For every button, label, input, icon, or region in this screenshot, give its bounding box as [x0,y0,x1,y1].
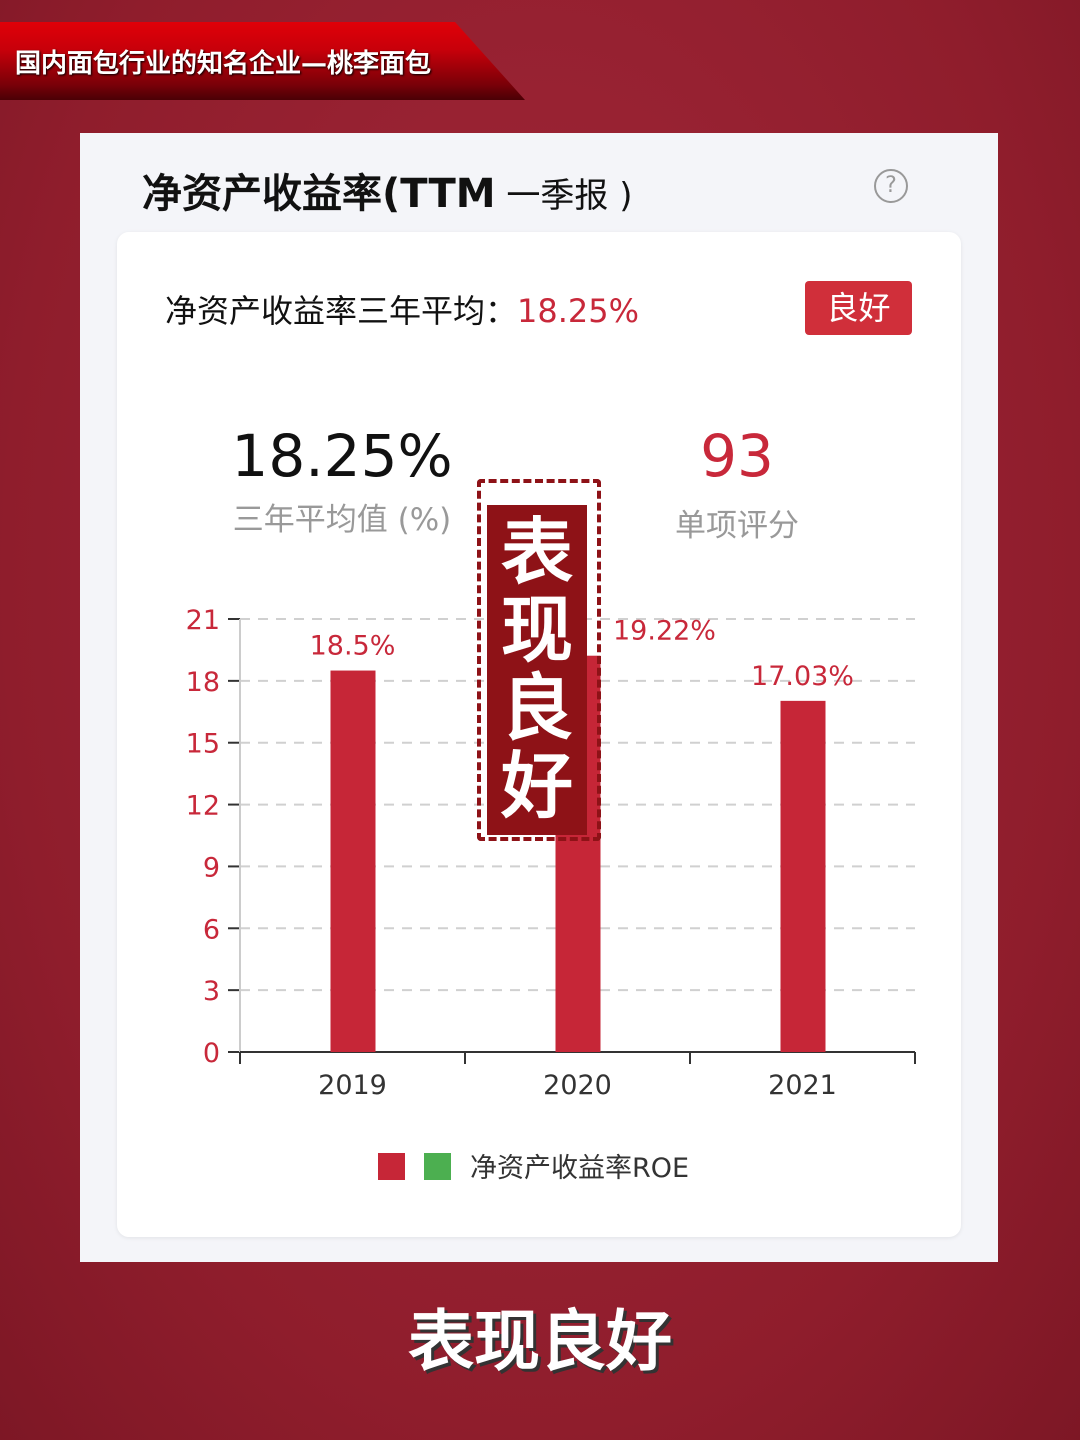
data-label: 17.03% [751,661,854,692]
banner: 国内面包行业的知名企业—桃李面包 [0,22,525,100]
y-tick-label: 6 [203,914,220,945]
y-tick-label: 18 [186,667,220,698]
y-tick-label: 15 [186,729,220,760]
title-main: 净资产收益率(TTM [142,171,496,217]
roe-panel: 净资产收益率(TTM 一季报 ) ? 净资产收益率三年平均：18.25% 良好 … [80,133,998,1262]
bar-2019 [330,670,376,1052]
y-tick-label: 12 [186,791,220,822]
panel-title: 净资产收益率(TTM 一季报 ) [142,161,632,219]
stamp-seal: 表现良好 [473,475,605,845]
banner-title: 国内面包行业的知名企业—桃李面包 [15,49,432,79]
data-label: 18.5% [310,631,396,662]
y-tick-label: 3 [203,976,220,1007]
avg-value: 18.25% [517,292,640,330]
x-tick-label: 2021 [768,1070,837,1101]
avg-value-label: 三年平均值 (%) [232,502,452,538]
bar-2021 [780,700,826,1052]
avg-label: 净资产收益率三年平均： [165,292,518,330]
stamp-border [477,479,601,841]
question-circle-icon[interactable]: ? [874,169,908,203]
y-tick-label: 21 [186,605,220,636]
x-tick-label: 2020 [543,1070,612,1101]
legend-label: 净资产收益率ROE [470,1153,689,1184]
x-tick-label: 2019 [318,1070,387,1101]
score-value: 93 [700,422,774,490]
rating-badge: 良好 [805,281,912,335]
caption: 表现良好 [408,1303,672,1380]
legend-swatch-red [378,1153,405,1180]
y-tick-label: 9 [203,852,220,883]
three-year-average: 净资产收益率三年平均：18.25% [165,286,639,332]
legend-swatch-green [424,1153,451,1180]
avg-value-big: 18.25% [231,422,453,490]
stamp-text: 表现良好 [487,505,587,835]
y-tick-label: 0 [203,1038,220,1069]
title-sub: 一季报 ) [495,176,633,216]
data-label: 19.22% [613,616,716,647]
score-label: 单项评分 [675,508,799,544]
